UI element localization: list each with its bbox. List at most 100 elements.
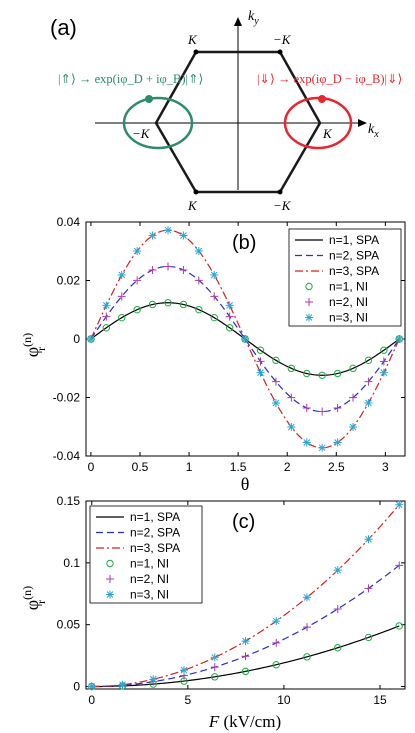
data-point-asterisk xyxy=(118,680,127,689)
x-tick-label: 2 xyxy=(284,460,291,474)
data-point-asterisk xyxy=(148,231,157,240)
data-point-plus xyxy=(333,604,342,613)
legend-marker xyxy=(305,282,313,291)
data-point-circle xyxy=(211,673,219,681)
data-point-plus xyxy=(302,623,311,632)
data-point-circle xyxy=(272,356,280,365)
series-markers-b xyxy=(86,226,404,452)
vertex-dot xyxy=(277,189,283,195)
data-point-asterisk xyxy=(272,617,281,626)
legend-marker xyxy=(106,559,114,568)
data-point-plus xyxy=(210,663,219,672)
legend-box xyxy=(288,228,402,327)
data-point-asterisk xyxy=(86,335,95,343)
legend-label: n=2, SPA xyxy=(329,249,379,263)
y-tick-label: 0 xyxy=(73,332,80,346)
vertex-label: K xyxy=(187,198,198,213)
data-point-circle xyxy=(349,364,357,373)
data-point-asterisk xyxy=(318,443,327,452)
x-tick-label: 0 xyxy=(88,693,95,707)
data-point-asterisk xyxy=(349,423,358,432)
panel-a-brillouin-zone: (a) ky kx K −K −K K K −K |⇑⟩ → exp(iφ_D … xyxy=(50,9,402,213)
data-point-plus xyxy=(271,377,280,386)
y-tick-label: 0.15 xyxy=(57,494,81,508)
y-tick-label: 0 xyxy=(73,680,80,694)
data-point-plus xyxy=(133,276,142,285)
data-point-circle xyxy=(179,300,188,309)
data-point-asterisk xyxy=(271,398,280,407)
panel-b-chart: 0 0.5 1 1.5 2 2.5 3 -0.04 -0.02 0 0.02 0.04 (b) n=1… xyxy=(20,215,406,494)
data-point-circle xyxy=(241,667,250,676)
right-loop-marker xyxy=(318,95,326,103)
data-point-plus xyxy=(102,312,111,321)
data-point-circle xyxy=(380,346,388,354)
data-point-asterisk xyxy=(194,246,203,255)
data-point-plus xyxy=(395,561,404,570)
y-axis-label-c: φ(n)r xyxy=(20,586,48,610)
data-point-asterisk xyxy=(210,271,219,280)
legend-marker xyxy=(106,590,114,599)
legend-label: n=3, NI xyxy=(329,311,368,325)
ky-arrowhead xyxy=(234,17,242,26)
data-point-asterisk xyxy=(302,438,311,447)
data-point-asterisk xyxy=(210,653,219,662)
data-point-circle xyxy=(148,300,157,309)
vertex-dot xyxy=(193,189,199,195)
data-point-asterisk xyxy=(379,368,388,377)
data-point-asterisk xyxy=(256,368,265,377)
data-point-plus xyxy=(302,403,311,412)
data-point-plus xyxy=(287,393,296,402)
data-point-plus xyxy=(364,584,373,593)
vertex-dot xyxy=(277,49,283,55)
legend-marker xyxy=(106,575,114,583)
ky-label: ky xyxy=(248,9,259,27)
data-point-circle xyxy=(210,313,218,322)
y-axis-label-b: φ(n)r xyxy=(20,333,48,357)
data-point-plus xyxy=(225,312,234,321)
x-tick-label: 0 xyxy=(88,460,95,474)
data-point-circle xyxy=(333,369,342,378)
y-tick-label: -0.04 xyxy=(53,449,81,463)
data-point-plus xyxy=(194,276,203,285)
y-tick-label: 0.05 xyxy=(57,618,81,632)
data-point-plus xyxy=(364,377,373,386)
data-point-plus xyxy=(318,407,327,416)
legend-box xyxy=(89,505,203,604)
data-point-plus xyxy=(333,403,342,412)
data-point-asterisk xyxy=(364,535,373,544)
x-tick-label: 1 xyxy=(186,460,193,474)
vertex-label: −K xyxy=(273,32,292,47)
data-point-asterisk xyxy=(395,500,404,509)
data-point-circle xyxy=(118,313,126,322)
data-point-asterisk xyxy=(225,301,234,310)
data-point-circle xyxy=(303,369,311,378)
vertex-label: −K xyxy=(132,126,151,141)
legend-label: n=2, NI xyxy=(130,572,169,586)
right-phase-formula: |⇓⟩ → exp(iφ_D − iφ_B)|⇓⟩ xyxy=(257,72,402,86)
series-line-1 xyxy=(91,625,400,688)
data-point-plus xyxy=(163,262,172,271)
legend-marker xyxy=(305,298,313,306)
y-tick-label: 0.1 xyxy=(63,556,80,570)
y-tick-label: -0.02 xyxy=(53,391,81,405)
data-point-plus xyxy=(349,393,358,402)
left-phase-formula: |⇑⟩ → exp(iφ_D + iφ_B)|⇑⟩ xyxy=(58,72,203,86)
data-point-circle xyxy=(364,633,373,642)
data-point-circle xyxy=(318,371,326,379)
legend-label: n=1, NI xyxy=(329,280,368,294)
data-point-asterisk xyxy=(133,246,142,255)
data-point-circle xyxy=(303,653,311,661)
panel-b-label: (b) xyxy=(232,232,256,254)
legend-label: n=2, NI xyxy=(329,295,368,309)
data-point-asterisk xyxy=(163,226,172,235)
data-point-asterisk xyxy=(241,637,250,646)
data-point-asterisk xyxy=(117,271,126,280)
data-point-plus xyxy=(256,357,265,366)
data-point-asterisk xyxy=(180,666,189,675)
y-tick-label: 0.02 xyxy=(57,274,81,288)
data-point-plus xyxy=(241,652,250,661)
x-axis-label-c: F (kV/cm) xyxy=(208,712,281,731)
data-point-circle xyxy=(133,305,141,314)
